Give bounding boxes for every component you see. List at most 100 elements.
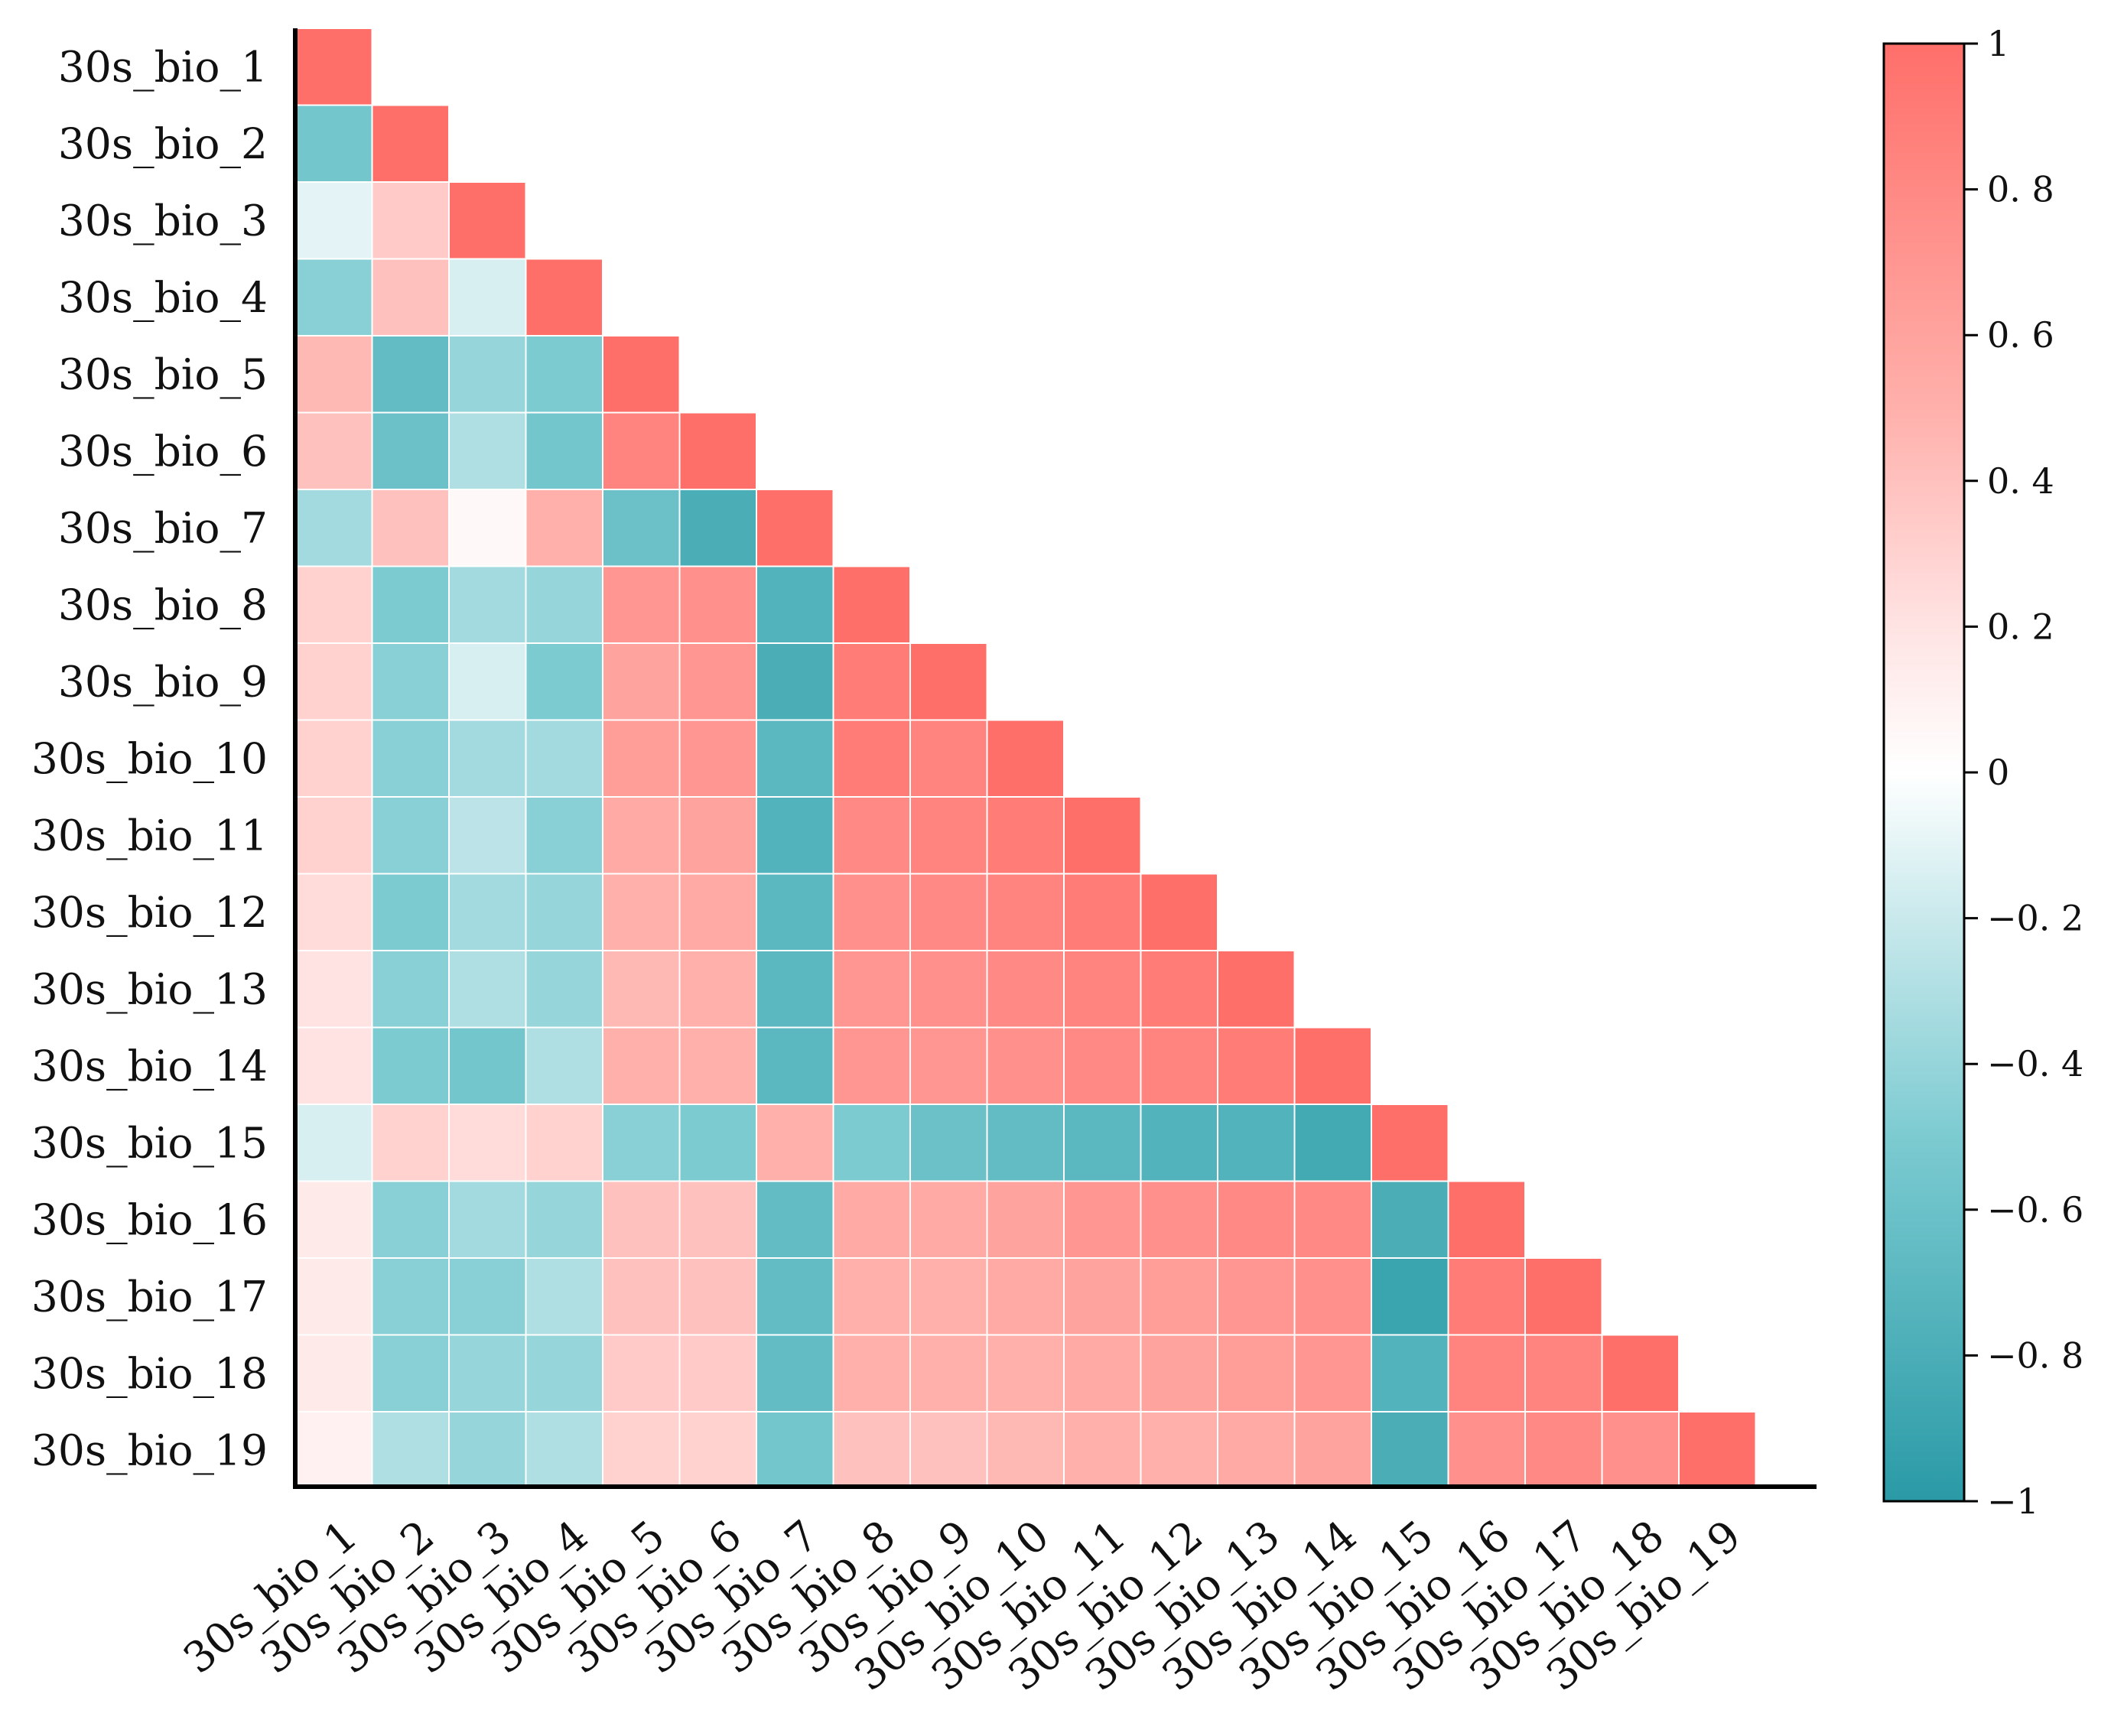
heatmap-cell-18-1 [294,1334,373,1413]
heatmap-cell-4-4 [525,258,603,336]
heatmap-cell-17-2 [371,1257,450,1336]
heatmap-cell-6-5 [602,411,681,490]
heatmap-cell-16-2 [371,1180,450,1259]
heatmap-cell-9-9 [909,642,988,721]
heatmap-cells [294,28,1757,1490]
heatmap-cell-19-4 [525,1411,603,1490]
heatmap-cell-19-8 [832,1411,911,1490]
heatmap-cell-15-10 [986,1104,1065,1182]
heatmap-cell-4-3 [448,258,527,336]
heatmap-cell-10-4 [525,719,603,798]
heatmap-axes [293,28,1817,1489]
heatmap-cell-7-7 [756,489,834,567]
y-tick-label: 30s_bio_11 [31,811,268,860]
heatmap-cell-9-7 [756,642,834,721]
heatmap-cell-16-4 [525,1180,603,1259]
heatmap-cell-18-2 [371,1334,450,1413]
heatmap-cell-13-6 [678,950,757,1029]
heatmap-cell-12-1 [294,873,373,951]
heatmap-cell-13-8 [832,950,911,1029]
heatmap-cell-19-14 [1293,1411,1372,1490]
heatmap-cell-17-6 [678,1257,757,1336]
heatmap-cell-17-16 [1447,1257,1526,1336]
heatmap-cell-8-2 [371,565,450,644]
heatmap-cell-14-7 [756,1026,834,1105]
y-tick-label: 30s_bio_6 [58,427,268,476]
heatmap-cell-15-5 [602,1104,681,1182]
heatmap-cell-18-6 [678,1334,757,1413]
heatmap-cell-11-4 [525,796,603,875]
heatmap-cell-13-12 [1140,950,1218,1029]
heatmap-cell-15-8 [832,1104,911,1182]
heatmap-cell-8-5 [602,565,681,644]
heatmap-cell-14-11 [1063,1026,1142,1105]
heatmap-cell-15-9 [909,1104,988,1182]
heatmap-cell-7-4 [525,489,603,567]
heatmap-cell-16-6 [678,1180,757,1259]
heatmap-cell-14-4 [525,1026,603,1105]
y-tick-label: 30s_bio_8 [58,580,268,629]
y-tick-label: 30s_bio_9 [58,657,268,706]
heatmap-cell-11-10 [986,796,1065,875]
heatmap-cell-19-10 [986,1411,1065,1490]
heatmap-cell-12-12 [1140,873,1218,951]
x-tick-labels: 30s_bio_130s_bio_230s_bio_330s_bio_430s_… [174,1510,1750,1700]
heatmap-cell-14-13 [1217,1026,1296,1105]
heatmap-cell-19-15 [1371,1411,1449,1490]
heatmap-cell-17-3 [448,1257,527,1336]
colorbar-tick-label: −0. 2 [1987,898,2083,939]
heatmap-cell-15-7 [756,1104,834,1182]
heatmap-cell-16-7 [756,1180,834,1259]
y-tick-label: 30s_bio_14 [31,1042,268,1091]
heatmap-cell-11-9 [909,796,988,875]
heatmap-cell-14-3 [448,1026,527,1105]
y-tick-label: 30s_bio_5 [58,349,268,398]
heatmap-cell-16-11 [1063,1180,1142,1259]
heatmap-cell-8-1 [294,565,373,644]
heatmap-cell-9-3 [448,642,527,721]
y-tick-label: 30s_bio_18 [31,1349,268,1398]
y-tick-label: 30s_bio_19 [31,1426,268,1474]
heatmap-cell-19-12 [1140,1411,1218,1490]
heatmap-cell-10-8 [832,719,911,798]
heatmap-cell-19-13 [1217,1411,1296,1490]
heatmap-cell-8-3 [448,565,527,644]
heatmap-cell-17-12 [1140,1257,1218,1336]
heatmap-cell-7-3 [448,489,527,567]
heatmap-cell-18-17 [1524,1334,1603,1413]
colorbar-tick-label: −0. 6 [1987,1189,2083,1230]
heatmap-cell-19-17 [1524,1411,1603,1490]
heatmap-cell-18-4 [525,1334,603,1413]
colorbar-tick-label: −0. 8 [1987,1335,2083,1376]
y-tick-label: 30s_bio_15 [31,1118,268,1167]
heatmap-cell-17-7 [756,1257,834,1336]
heatmap-cell-19-1 [294,1411,373,1490]
heatmap-cell-15-15 [1371,1104,1449,1182]
heatmap-cell-14-1 [294,1026,373,1105]
heatmap-cell-16-8 [832,1180,911,1259]
heatmap-cell-19-3 [448,1411,527,1490]
heatmap-cell-17-11 [1063,1257,1142,1336]
heatmap-cell-11-6 [678,796,757,875]
heatmap-cell-16-16 [1447,1180,1526,1259]
heatmap-cell-12-9 [909,873,988,951]
heatmap-cell-17-17 [1524,1257,1603,1336]
heatmap-cell-14-5 [602,1026,681,1105]
heatmap-cell-14-10 [986,1026,1065,1105]
heatmap-cell-13-13 [1217,950,1296,1029]
colorbar-tick-label: 0. 6 [1987,314,2054,356]
heatmap-cell-17-15 [1371,1257,1449,1336]
heatmap-cell-9-1 [294,642,373,721]
heatmap-cell-9-2 [371,642,450,721]
heatmap-cell-5-2 [371,335,450,414]
colorbar-tick-label: 0. 2 [1987,606,2054,647]
heatmap-cell-12-2 [371,873,450,951]
heatmap-cell-17-4 [525,1257,603,1336]
heatmap-cell-17-14 [1293,1257,1372,1336]
heatmap-cell-14-2 [371,1026,450,1105]
heatmap-cell-12-5 [602,873,681,951]
heatmap-cell-7-6 [678,489,757,567]
heatmap-cell-8-7 [756,565,834,644]
heatmap-cell-13-3 [448,950,527,1029]
heatmap-cell-2-1 [294,104,373,183]
